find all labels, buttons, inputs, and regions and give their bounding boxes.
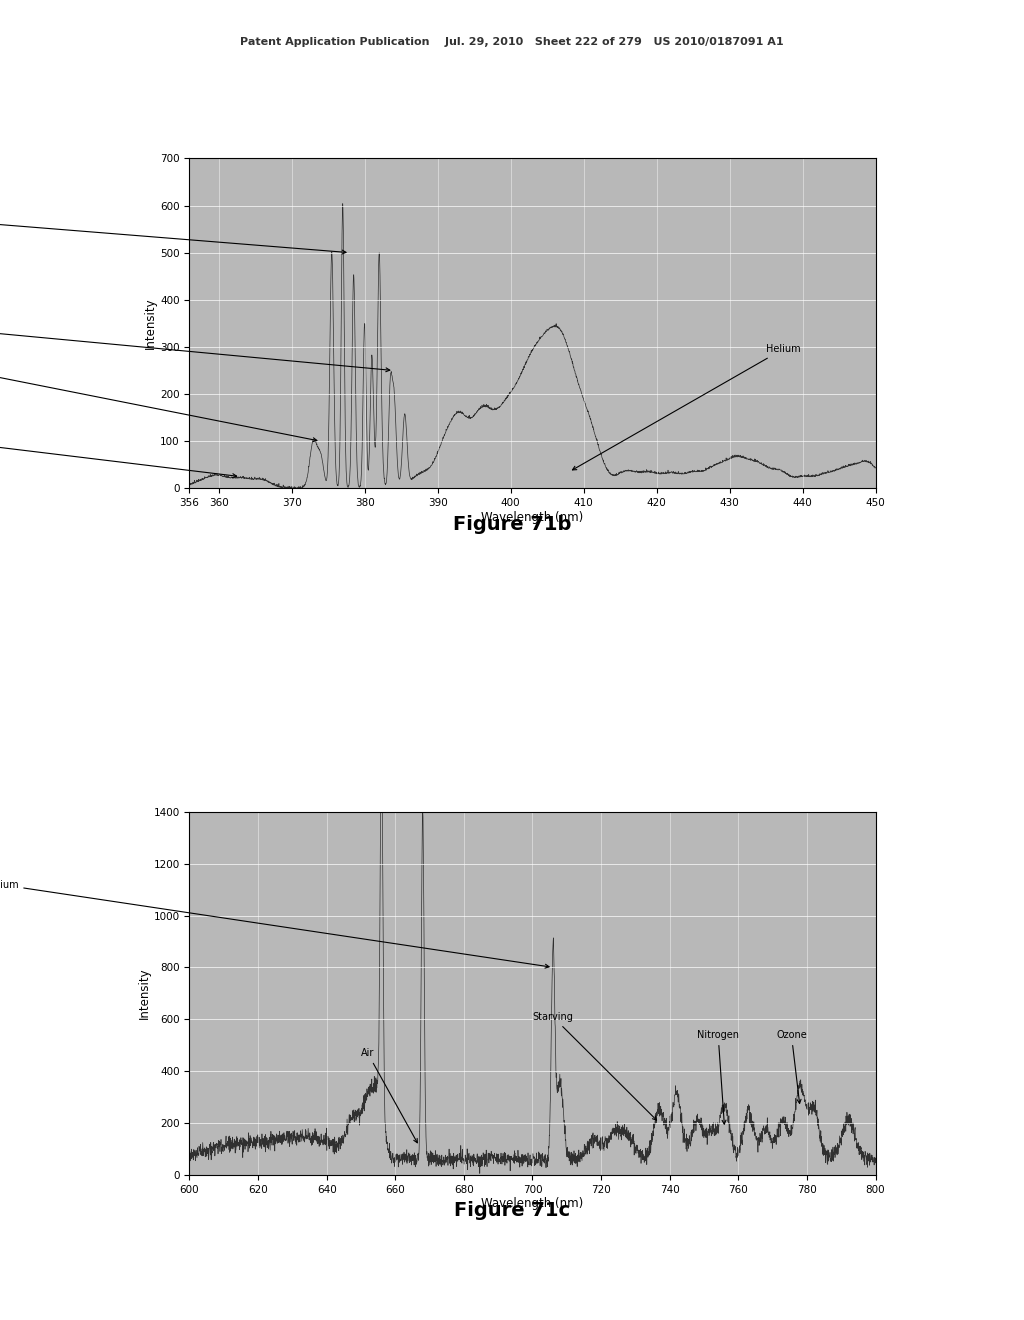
Text: Helium: Helium <box>0 879 549 968</box>
Text: Ozone: Ozone <box>776 1030 807 1104</box>
Text: Nitrogen: Nitrogen <box>697 1030 739 1125</box>
Text: Figure 71c: Figure 71c <box>454 1201 570 1220</box>
Text: Starving: Starving <box>532 1012 656 1121</box>
Text: Helium: Helium <box>572 345 801 470</box>
Y-axis label: Intensity: Intensity <box>137 968 151 1019</box>
Text: Nitrogen: Nitrogen <box>0 181 346 253</box>
Text: Ozone: Ozone <box>0 327 237 478</box>
Text: Figure 71b: Figure 71b <box>453 515 571 533</box>
Text: Air: Air <box>361 1048 418 1143</box>
Y-axis label: Intensity: Intensity <box>144 297 158 350</box>
Text: Patent Application Publication    Jul. 29, 2010   Sheet 222 of 279   US 2010/018: Patent Application Publication Jul. 29, … <box>241 37 783 48</box>
X-axis label: Wavelength (nm): Wavelength (nm) <box>481 511 584 524</box>
Text: Air: Air <box>0 290 316 442</box>
Text: Starving: Starving <box>0 309 390 372</box>
X-axis label: Wavelength (nm): Wavelength (nm) <box>481 1197 584 1210</box>
